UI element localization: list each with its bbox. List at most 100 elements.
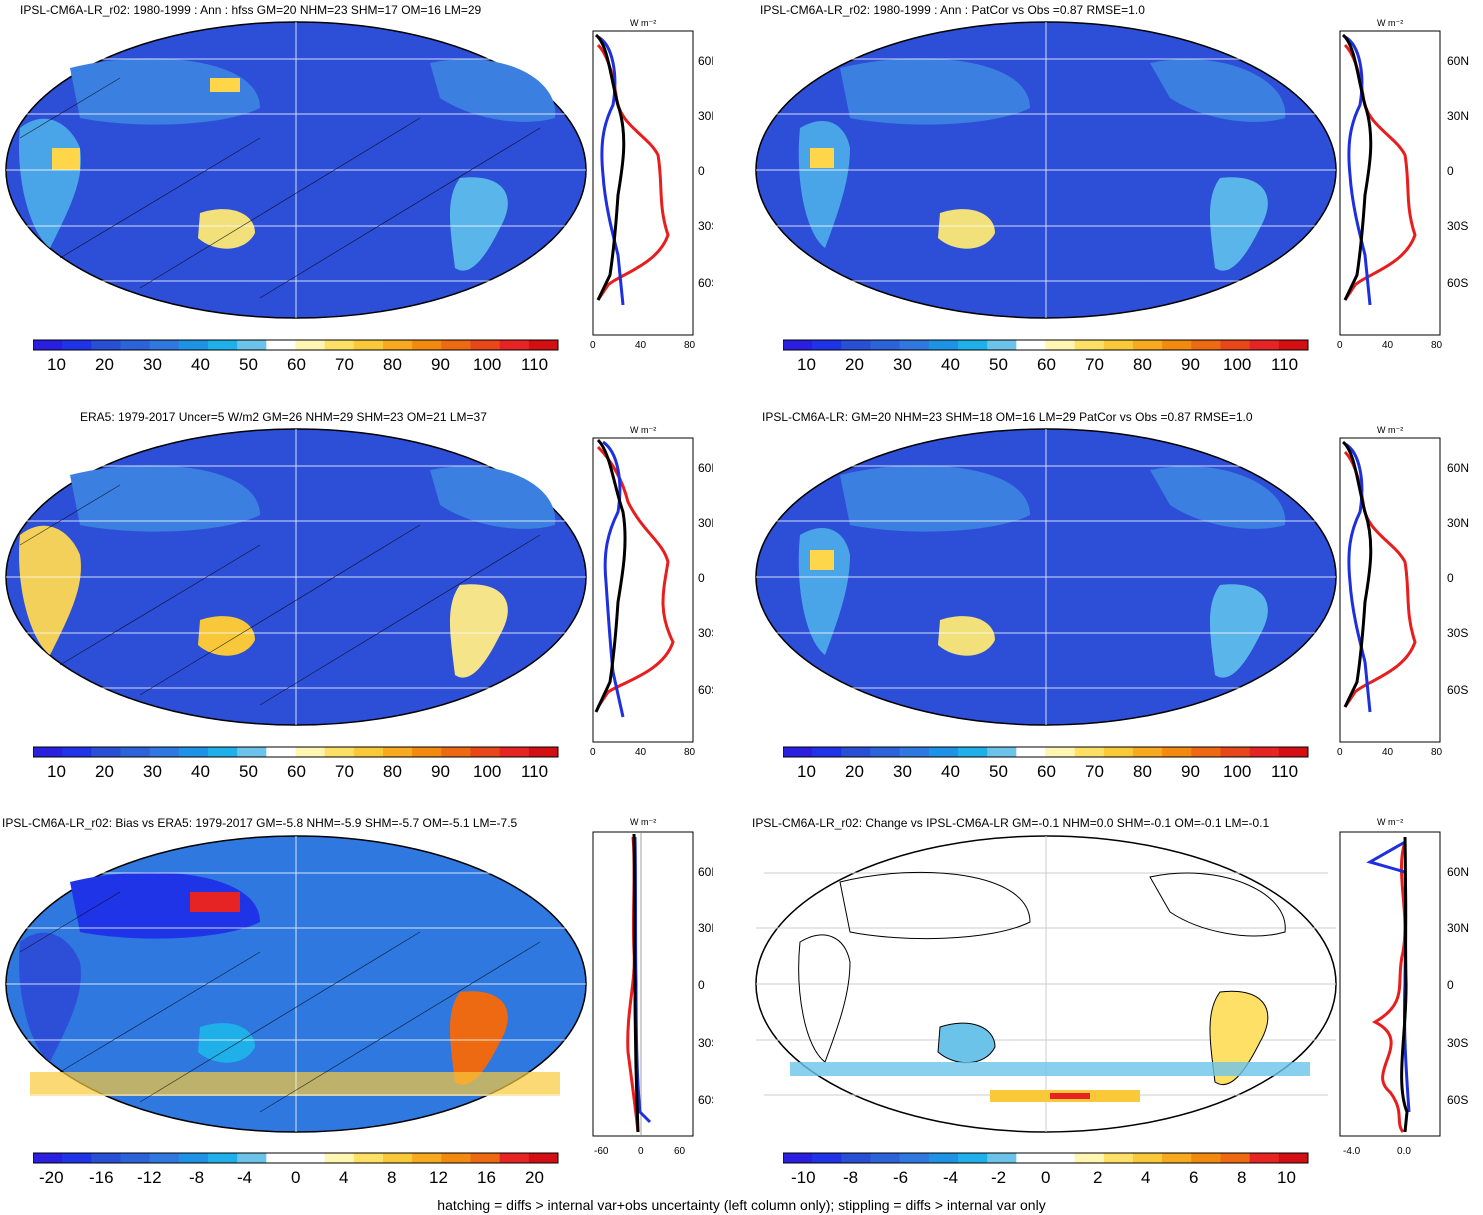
- svg-text:20: 20: [845, 762, 864, 781]
- svg-text:60S: 60S: [1447, 276, 1468, 290]
- colorbar-swatch: [812, 747, 842, 757]
- svg-text:50: 50: [989, 355, 1008, 374]
- colorbar-swatch: [783, 747, 813, 757]
- panel-5-profile: W m⁻² 60N 30N 0 30S 60S -60 0 60: [592, 817, 713, 1157]
- colorbar-swatch: [33, 340, 63, 350]
- colorbar-swatch: [441, 340, 471, 350]
- panel-2-profile: W m⁻² 60N 30N 0 30S 60S 0 40 80: [1337, 18, 1469, 351]
- colorbar-swatch: [208, 1153, 238, 1163]
- colorbar-swatch: [1103, 340, 1134, 350]
- colorbar-swatch: [1133, 340, 1163, 350]
- colorbar-swatch: [237, 340, 267, 350]
- svg-text:40: 40: [191, 762, 210, 781]
- colorbar-swatch: [958, 340, 988, 350]
- svg-text:-60: -60: [594, 1146, 609, 1157]
- colorbar-swatch: [870, 340, 901, 350]
- svg-text:10: 10: [797, 762, 816, 781]
- colorbar-swatch: [1162, 747, 1192, 757]
- svg-text:10: 10: [47, 355, 66, 374]
- colorbar-swatch: [1133, 747, 1163, 757]
- svg-text:30N: 30N: [1447, 109, 1469, 123]
- svg-text:30: 30: [893, 355, 912, 374]
- svg-text:80: 80: [383, 762, 402, 781]
- panel-4-profile: W m⁻² 60N 30N 0 30S 60S 0 40 80: [1337, 425, 1469, 758]
- colorbar-swatch: [91, 340, 121, 350]
- colorbar-swatch: [1249, 747, 1280, 757]
- colorbar-swatch: [1016, 1153, 1046, 1163]
- svg-text:40: 40: [635, 747, 647, 758]
- panel-6-map: [755, 835, 1337, 1133]
- svg-text:0.0: 0.0: [1397, 1146, 1411, 1157]
- colorbar-swatch: [1103, 1153, 1134, 1163]
- svg-text:100: 100: [473, 762, 501, 781]
- svg-text:-6: -6: [893, 1168, 908, 1187]
- svg-text:50: 50: [989, 762, 1008, 781]
- svg-text:30: 30: [143, 355, 162, 374]
- colorbar-swatch: [178, 1153, 209, 1163]
- colorbar-swatch: [1016, 747, 1046, 757]
- colorbar-swatch: [1220, 747, 1251, 757]
- footer-caption: hatching = diffs > internal var+obs unce…: [437, 1197, 1046, 1213]
- svg-text:0: 0: [698, 164, 705, 178]
- colorbar-swatch: [324, 747, 355, 757]
- colorbar-swatch: [987, 747, 1017, 757]
- svg-text:10: 10: [1277, 1168, 1296, 1187]
- svg-text:30S: 30S: [1447, 1036, 1468, 1050]
- colorbar-swatch: [783, 1153, 813, 1163]
- panel-2-map: [755, 21, 1337, 319]
- panel-5-colorbar-swatches: [33, 1152, 559, 1164]
- colorbar-swatch: [295, 747, 326, 757]
- land-samerica: [450, 177, 508, 271]
- colorbar-swatch: [1045, 747, 1076, 757]
- svg-text:90: 90: [431, 762, 450, 781]
- colorbar-swatch: [353, 747, 384, 757]
- colorbar-swatch: [441, 747, 471, 757]
- colorbar-swatch: [120, 747, 151, 757]
- svg-text:60S: 60S: [1447, 683, 1468, 697]
- svg-text:70: 70: [335, 762, 354, 781]
- svg-text:60S: 60S: [698, 683, 713, 697]
- svg-text:16: 16: [477, 1168, 496, 1187]
- colorbar-swatch: [1133, 1153, 1163, 1163]
- svg-text:20: 20: [95, 762, 114, 781]
- svg-text:10: 10: [797, 355, 816, 374]
- svg-text:80: 80: [1133, 355, 1152, 374]
- panel-1-title: IPSL-CM6A-LR_r02: 1980-1999 : Ann : hfss…: [20, 3, 482, 17]
- svg-text:-12: -12: [137, 1168, 162, 1187]
- svg-text:60N: 60N: [698, 461, 713, 475]
- svg-text:20: 20: [845, 355, 864, 374]
- colorbar-swatch: [324, 340, 355, 350]
- svg-text:0: 0: [698, 978, 705, 992]
- svg-text:80: 80: [684, 747, 696, 758]
- panel-1-colorbar: 10 20 30 40 50 60 70 80 90 100 110: [33, 339, 559, 374]
- svg-text:0: 0: [1337, 340, 1343, 351]
- colorbar-swatch: [441, 1153, 471, 1163]
- colorbar-swatch: [958, 1153, 988, 1163]
- svg-text:W m⁻²: W m⁻²: [630, 817, 656, 827]
- svg-text:80: 80: [1431, 340, 1443, 351]
- svg-text:60: 60: [1037, 355, 1056, 374]
- colorbar-swatch: [899, 340, 930, 350]
- svg-text:110: 110: [521, 762, 548, 781]
- colorbar-swatch: [499, 747, 530, 757]
- svg-text:0: 0: [698, 571, 705, 585]
- svg-text:-4: -4: [237, 1168, 252, 1187]
- panel-1-map: [5, 21, 587, 319]
- svg-text:30S: 30S: [698, 219, 713, 233]
- svg-text:100: 100: [1223, 762, 1251, 781]
- svg-text:-10: -10: [791, 1168, 816, 1187]
- panel-3-title: ERA5: 1979-2017 Uncer=5 W/m2 GM=26 NHM=2…: [80, 410, 487, 424]
- colorbar-swatch: [1016, 340, 1046, 350]
- colorbar-swatch: [1103, 747, 1134, 757]
- panel-2-title: IPSL-CM6A-LR_r02: 1980-1999 : Ann : PatC…: [760, 3, 1145, 17]
- svg-text:4: 4: [339, 1168, 348, 1187]
- panel-5-map: [5, 835, 587, 1133]
- colorbar-swatch: [899, 747, 930, 757]
- panel-4-title: IPSL-CM6A-LR: GM=20 NHM=23 SHM=18 OM=16 …: [762, 410, 1253, 424]
- colorbar-swatch: [1278, 340, 1309, 350]
- colorbar-swatch: [1220, 1153, 1251, 1163]
- svg-text:30N: 30N: [1447, 921, 1469, 935]
- colorbar-swatch: [149, 747, 180, 757]
- svg-text:-4.0: -4.0: [1343, 1146, 1361, 1157]
- panel-4-map: [755, 428, 1337, 726]
